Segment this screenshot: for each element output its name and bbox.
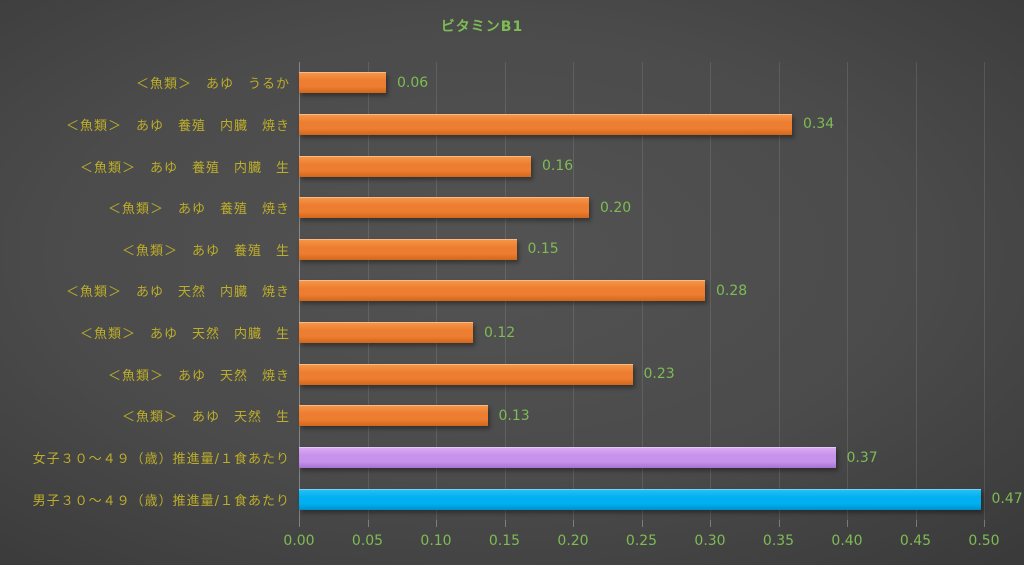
bar-row: 0.16 bbox=[299, 145, 1024, 187]
value-label: 0.13 bbox=[498, 407, 530, 424]
gridline bbox=[847, 62, 848, 520]
bar-row: 0.13 bbox=[299, 395, 1024, 437]
x-axis-tick-label: 0.30 bbox=[694, 533, 726, 549]
category-label: ＜魚類＞ あゆ うるか bbox=[135, 77, 290, 93]
gridline bbox=[778, 62, 780, 520]
bar bbox=[299, 363, 633, 385]
axis-tick bbox=[504, 520, 506, 527]
value-label: 0.20 bbox=[600, 199, 632, 216]
bar-row: 0.06 bbox=[299, 62, 1024, 104]
value-label: 0.47 bbox=[991, 491, 1023, 508]
bar-row: 0.34 bbox=[299, 104, 1024, 146]
value-label: 0.28 bbox=[716, 282, 748, 299]
axis-tick bbox=[847, 520, 848, 527]
bar-row: 0.12 bbox=[299, 312, 1024, 354]
category-label: 男子３０～４９（歳）推進量/１食あたり bbox=[32, 493, 290, 509]
x-axis-tick-label: 0.45 bbox=[899, 533, 932, 549]
x-axis-tick-label: 0.05 bbox=[351, 533, 384, 549]
x-axis-tick-label: 0.35 bbox=[762, 533, 795, 549]
category-label: ＜魚類＞ あゆ 天然 生 bbox=[121, 410, 290, 426]
bar-row: 0.37 bbox=[299, 437, 1024, 479]
x-axis-tick-label: 0.10 bbox=[420, 533, 452, 549]
bar bbox=[299, 238, 517, 260]
category-label: 女子３０～４９（歳）推進量/１食あたり bbox=[32, 452, 290, 468]
category-label: ＜魚類＞ あゆ 天然 内臓 生 bbox=[79, 327, 290, 343]
bar bbox=[299, 197, 589, 219]
bar-row: 0.23 bbox=[299, 353, 1024, 395]
bar-row: 0.47 bbox=[299, 478, 1024, 520]
category-labels: ＜魚類＞ あゆ うるか ＜魚類＞ あゆ 養殖 内臓 焼き ＜魚類＞ あゆ 養殖 内臓… bbox=[0, 62, 290, 520]
axis-tick bbox=[984, 520, 985, 527]
value-label: 0.23 bbox=[643, 366, 675, 383]
gridline bbox=[984, 62, 985, 520]
axis-tick bbox=[915, 520, 917, 527]
bar-row: 0.20 bbox=[299, 187, 1024, 229]
bar bbox=[299, 322, 473, 344]
x-axis-tick-label: 0.40 bbox=[831, 533, 863, 549]
gridline bbox=[915, 62, 917, 520]
value-label: 0.12 bbox=[484, 324, 516, 341]
category-label: ＜魚類＞ あゆ 養殖 焼き bbox=[107, 202, 290, 218]
x-axis-tick-label: 0.00 bbox=[283, 533, 315, 549]
category-label: ＜魚類＞ あゆ 養殖 生 bbox=[121, 243, 290, 259]
bar bbox=[299, 280, 705, 302]
bars: 0.06 0.34 0.16 0.20 0.15 0.28 0.12 0.23 0.13 0.37… bbox=[299, 62, 1023, 520]
bar-row: 0.28 bbox=[299, 270, 1024, 312]
bar bbox=[299, 488, 981, 510]
value-label: 0.15 bbox=[527, 241, 559, 258]
axis-tick bbox=[641, 520, 643, 527]
axis-tick bbox=[573, 520, 574, 527]
axis-tick bbox=[436, 520, 437, 527]
bar bbox=[299, 113, 792, 135]
gridline bbox=[710, 62, 711, 520]
plot-area: 0.06 0.34 0.16 0.20 0.15 0.28 0.12 0.23 0.13 0.37… bbox=[299, 62, 1023, 527]
bar-row: 0.15 bbox=[299, 229, 1024, 271]
axis-tick bbox=[367, 520, 369, 527]
bar bbox=[299, 405, 488, 427]
category-label: ＜魚類＞ あゆ 天然 内臓 焼き bbox=[65, 285, 290, 301]
x-axis-tick-label: 0.15 bbox=[488, 533, 521, 549]
value-label: 0.16 bbox=[542, 158, 574, 175]
value-label: 0.34 bbox=[803, 116, 835, 133]
axis-tick bbox=[710, 520, 711, 527]
bar bbox=[299, 447, 836, 469]
x-axis-tick-label: 0.25 bbox=[625, 533, 658, 549]
bar bbox=[299, 72, 386, 94]
x-axis: 0.00 0.05 0.10 0.15 0.20 0.25 0.30 0.35 0.40 0.45… bbox=[283, 520, 1000, 565]
category-label: ＜魚類＞ あゆ 養殖 内臓 焼き bbox=[65, 118, 290, 134]
bar bbox=[299, 155, 531, 177]
value-label: 0.06 bbox=[397, 74, 429, 91]
x-axis-tick-label: 0.20 bbox=[557, 533, 589, 549]
x-axis-tick-label: 0.50 bbox=[968, 533, 1000, 549]
chart-title: ビタミンB1 bbox=[440, 19, 524, 35]
category-label: ＜魚類＞ あゆ 養殖 内臓 生 bbox=[79, 160, 290, 176]
axis-tick bbox=[778, 520, 780, 527]
value-label: 0.37 bbox=[846, 449, 878, 466]
category-label: ＜魚類＞ あゆ 天然 焼き bbox=[107, 368, 290, 384]
